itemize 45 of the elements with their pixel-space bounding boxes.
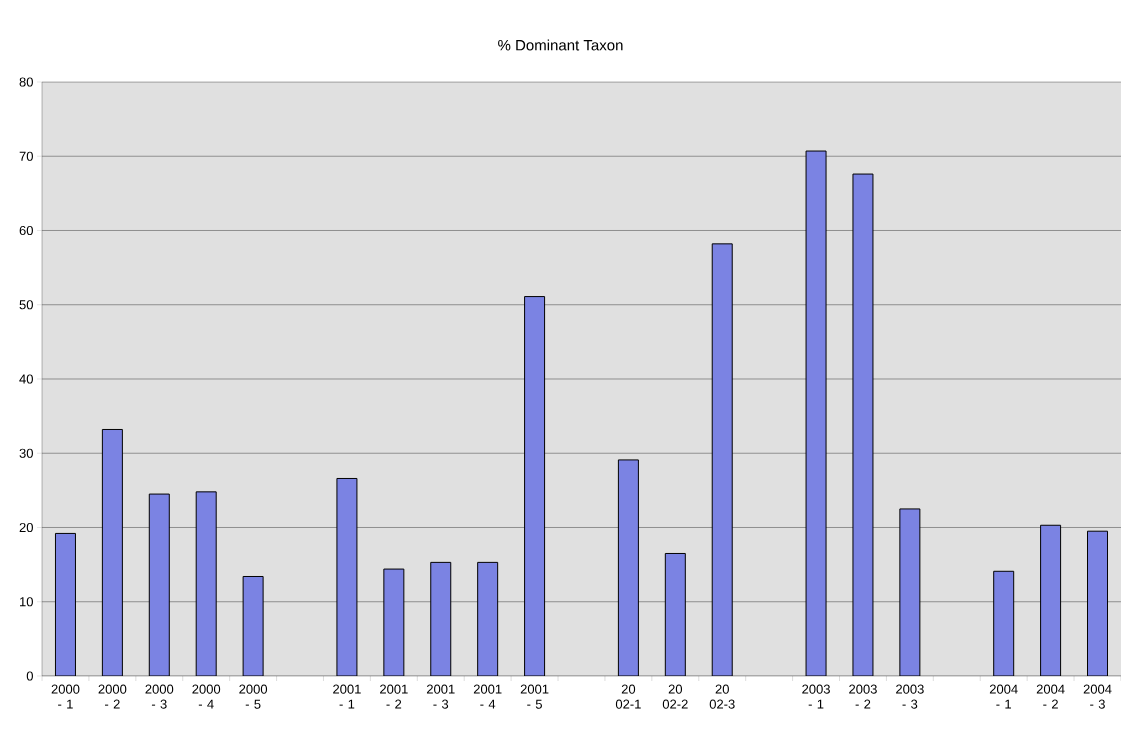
x-tick-label: 20 02-2 <box>662 684 688 709</box>
bar <box>195 491 217 676</box>
y-tick-label: 60 <box>19 225 33 236</box>
bar <box>430 561 452 676</box>
x-tick-label: 2000 - 2 <box>98 684 127 709</box>
y-tick-label: 70 <box>19 151 33 161</box>
chart-title: % Dominant Taxon <box>498 39 623 51</box>
bar <box>805 150 827 676</box>
x-tick-label: 2001 - 5 <box>520 684 549 709</box>
x-tick-label: 2001 - 2 <box>380 684 408 709</box>
x-tick-label: 2000 - 4 <box>192 684 221 709</box>
y-tick-label: 20 <box>19 522 33 533</box>
bar <box>993 570 1015 676</box>
x-tick-label: 2004 - 2 <box>1036 684 1065 709</box>
x-tick-label: 20 02-1 <box>615 684 641 709</box>
bar <box>617 459 639 676</box>
x-tick-label: 2003 - 3 <box>896 684 924 709</box>
y-tick-label: 40 <box>19 374 33 384</box>
x-tick-label: 2003 - 2 <box>849 684 877 709</box>
y-tick-label: 10 <box>20 597 33 607</box>
bar <box>852 173 874 676</box>
x-tick-label: 2000 - 5 <box>239 684 268 709</box>
bar <box>664 552 686 676</box>
x-tick-label: 2004 - 1 <box>989 684 1018 709</box>
x-tick-label: 2000 - 3 <box>145 684 174 709</box>
x-tick-label: 2000 - 1 <box>51 684 80 709</box>
x-tick-label: 2003 - 1 <box>802 684 830 709</box>
bar <box>383 568 405 676</box>
bar <box>477 561 499 676</box>
y-tick-label: 30 <box>19 448 33 458</box>
bar <box>54 532 76 676</box>
bar <box>524 296 546 676</box>
x-tick-label: 2001 - 3 <box>426 684 455 709</box>
y-tick-label: 50 <box>19 300 33 310</box>
bar <box>1040 524 1062 676</box>
bar <box>101 428 123 676</box>
x-tick-label: 20 02-3 <box>709 684 735 709</box>
y-tick-label: 0 <box>26 671 33 681</box>
bar <box>1087 530 1109 676</box>
y-tick-label: 80 <box>19 77 33 87</box>
x-tick-label: 2001 - 1 <box>333 684 361 709</box>
x-tick-label: 2001 - 4 <box>473 684 502 709</box>
bar <box>148 493 170 676</box>
bar <box>711 243 733 676</box>
x-tick-label: 2004 - 3 <box>1083 684 1112 709</box>
